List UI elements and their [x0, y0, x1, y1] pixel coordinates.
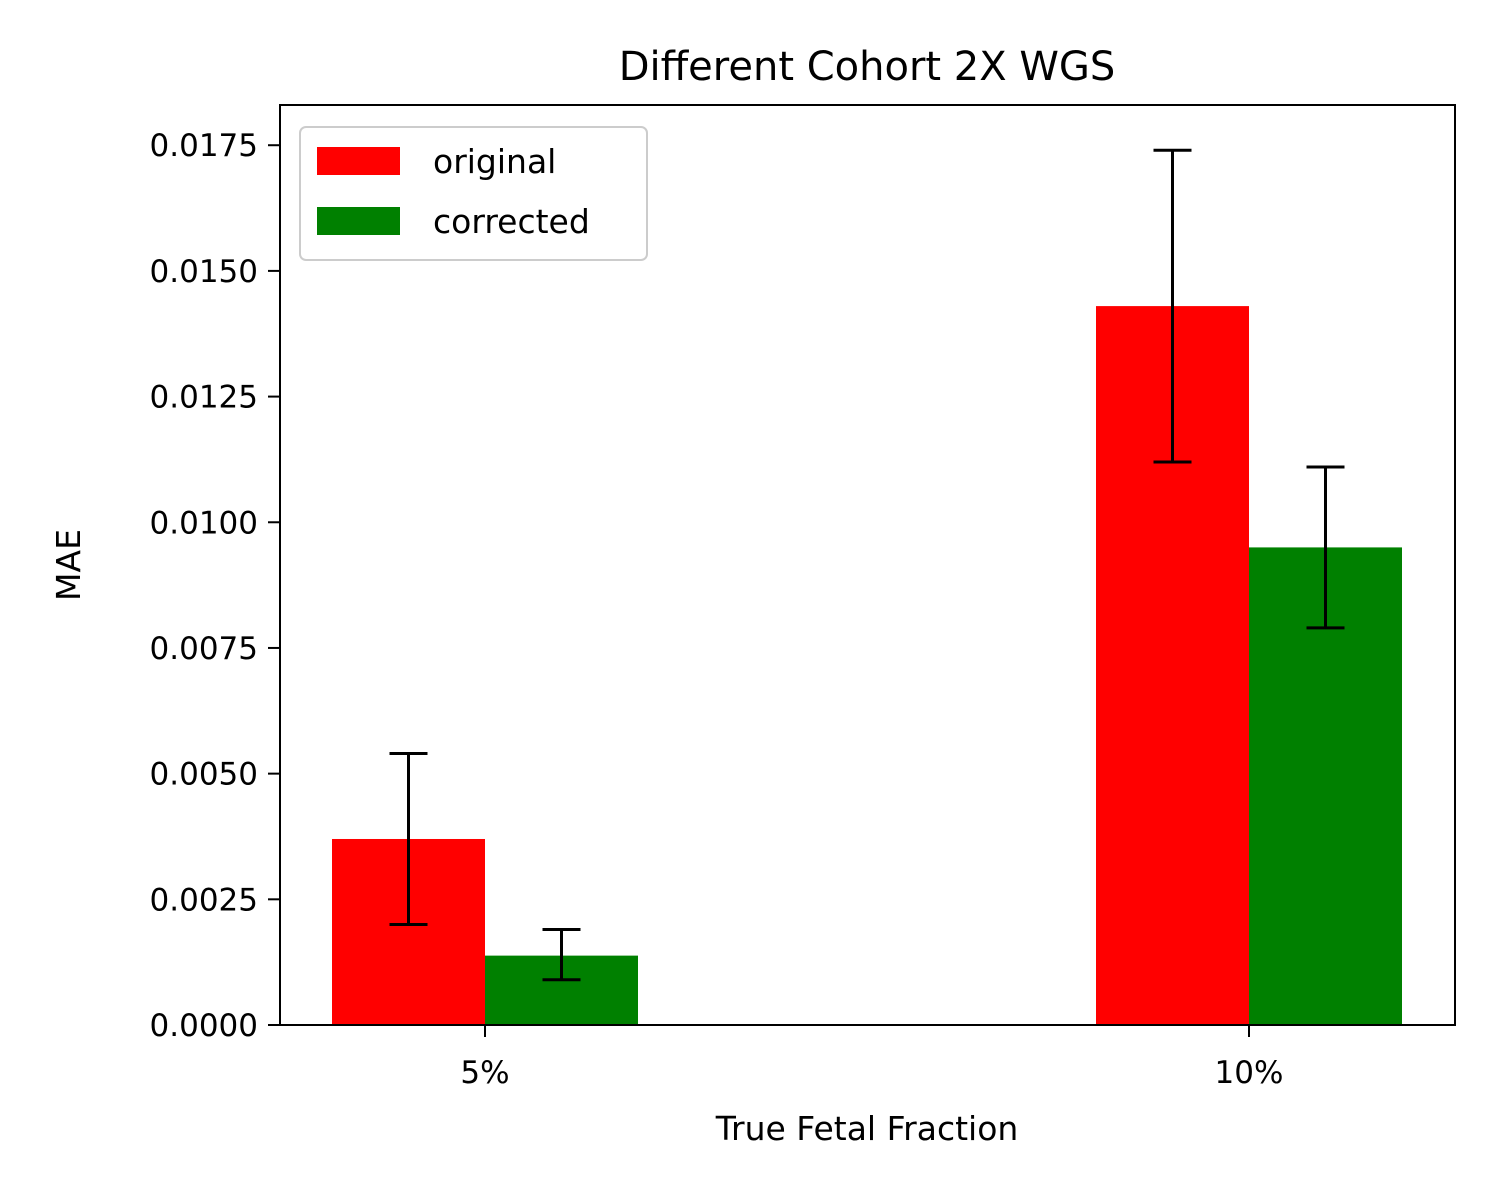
x-tick-label: 10% — [1215, 1055, 1284, 1091]
bars-layer — [332, 306, 1402, 1025]
y-tick-label: 0.0100 — [150, 505, 258, 541]
error-bar-corrected-5% — [542, 927, 581, 982]
y-tick-label: 0.0050 — [150, 757, 258, 793]
x-axis: 5% 10% — [460, 1025, 1283, 1091]
y-tick-label: 0.0125 — [150, 380, 258, 416]
y-tick-label: 0.0025 — [150, 882, 258, 918]
y-tick-label: 0.0075 — [150, 631, 258, 667]
y-axis: 0.0000 0.0025 0.0050 0.0075 0.0100 0.0125 0.01… — [150, 128, 280, 1044]
y-tick-label: 0.0150 — [150, 254, 258, 290]
legend-label-original: original — [433, 142, 556, 181]
y-tick-label: 0.0000 — [150, 1008, 258, 1044]
plot-area-frame — [279, 104, 1456, 1026]
chart-title: Different Cohort 2X WGS — [619, 44, 1116, 90]
legend-swatch-original — [317, 147, 400, 175]
legend-swatch-corrected — [317, 207, 400, 235]
y-tick-label: 0.0175 — [150, 128, 258, 164]
error-bar-original-10% — [1153, 148, 1192, 464]
error-bar-original-5% — [389, 752, 428, 926]
legend-label-corrected: corrected — [433, 202, 590, 241]
y-axis-label: MAE — [49, 529, 88, 601]
x-tick-label: 5% — [460, 1055, 509, 1091]
x-axis-label: True Fetal Fraction — [715, 1109, 1019, 1148]
error-bars-layer — [389, 148, 1345, 982]
legend: original corrected — [299, 126, 648, 261]
error-bar-corrected-10% — [1306, 465, 1345, 630]
